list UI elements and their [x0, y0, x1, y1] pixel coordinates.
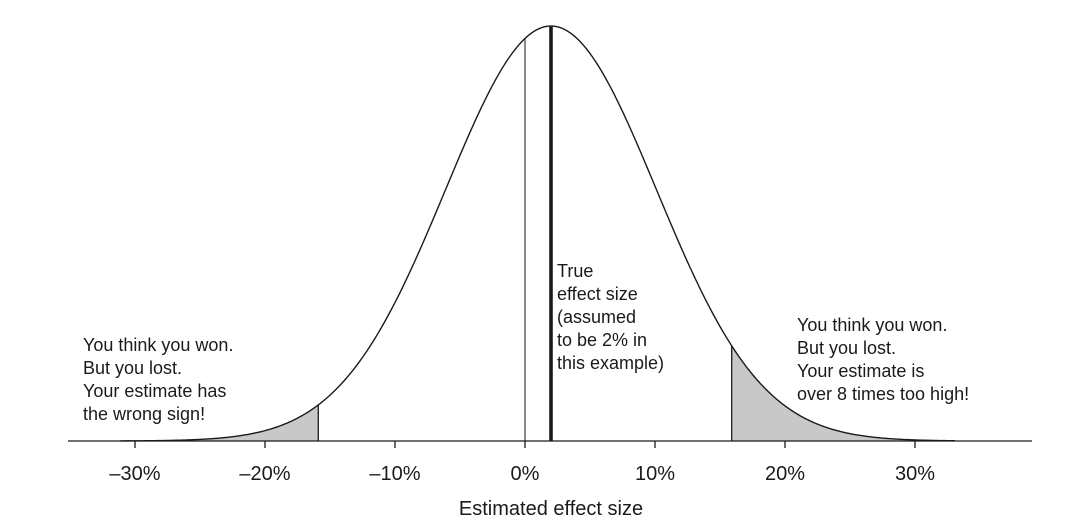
x-axis	[68, 440, 1032, 448]
annotation-center-line: True	[557, 261, 593, 281]
x-tick-label: 0%	[511, 463, 540, 485]
annotation-left-line: You think you won.	[83, 335, 233, 355]
annotation-center: True effect size (assumed to be 2% in th…	[557, 261, 664, 373]
annotation-right-line: Your estimate is	[797, 361, 924, 381]
x-tick-label: –20%	[239, 463, 290, 485]
annotation-right-line: But you lost.	[797, 338, 896, 358]
annotation-left: You think you won. But you lost. Your es…	[83, 335, 238, 424]
x-tick-label: 20%	[765, 463, 805, 485]
left-tail-shade	[70, 404, 319, 441]
annotation-left-line: But you lost.	[83, 358, 182, 378]
annotation-left-line: Your estimate has	[83, 381, 226, 401]
reference-lines	[524, 26, 553, 441]
annotation-right: You think you won. But you lost. Your es…	[797, 315, 969, 404]
annotation-center-line: to be 2% in	[557, 330, 647, 350]
shaded-tails	[70, 345, 1032, 441]
x-tick-labels: –30% –20% –10% 0% 10% 20% 30%	[109, 463, 935, 485]
annotation-right-line: You think you won.	[797, 315, 947, 335]
annotation-right-line: over 8 times too high!	[797, 384, 969, 404]
annotation-center-line: (assumed	[557, 307, 636, 327]
right-tail-shade	[731, 345, 1032, 441]
density-curve-group	[120, 25, 956, 442]
x-tick-label: 30%	[895, 463, 935, 485]
x-axis-title: Estimated effect size	[459, 498, 643, 520]
annotation-center-line: effect size	[557, 284, 638, 304]
x-tick-label: –30%	[109, 463, 160, 485]
x-tick-label: –10%	[369, 463, 420, 485]
annotation-center-line: this example)	[557, 353, 664, 373]
x-tick-label: 10%	[635, 463, 675, 485]
annotation-left-line: the wrong sign!	[83, 404, 205, 424]
density-curve	[120, 25, 956, 442]
